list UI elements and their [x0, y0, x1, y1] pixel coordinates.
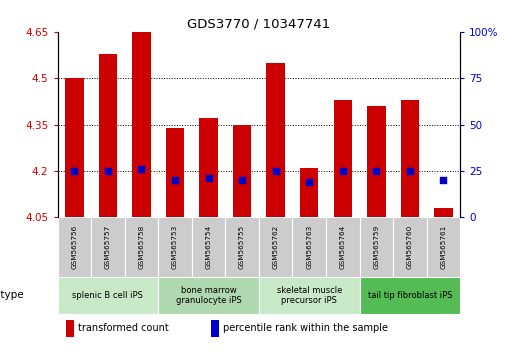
Text: transformed count: transformed count [78, 324, 168, 333]
Title: GDS3770 / 10347741: GDS3770 / 10347741 [187, 18, 331, 31]
Point [70, 168, 78, 174]
Text: GSM565761: GSM565761 [440, 225, 447, 269]
Text: GSM565756: GSM565756 [71, 225, 77, 269]
Bar [393, 217, 427, 277]
Bar [334, 100, 352, 217]
Bar [158, 217, 192, 277]
Text: cell type: cell type [0, 290, 24, 300]
Text: GSM565758: GSM565758 [139, 225, 144, 269]
Bar [360, 277, 460, 314]
Bar [158, 277, 259, 314]
Point [305, 179, 313, 185]
Text: GSM565762: GSM565762 [272, 225, 279, 269]
Bar [211, 320, 220, 337]
Text: percentile rank within the sample: percentile rank within the sample [223, 324, 388, 333]
Text: GSM565764: GSM565764 [340, 225, 346, 269]
Bar [292, 217, 326, 277]
Bar [65, 78, 84, 217]
Text: GSM565754: GSM565754 [206, 225, 211, 269]
Bar [166, 128, 184, 217]
Bar [259, 217, 292, 277]
Bar [259, 277, 360, 314]
Bar [65, 320, 74, 337]
Text: GSM565753: GSM565753 [172, 225, 178, 269]
Point [104, 168, 112, 174]
Bar [233, 125, 252, 217]
Bar [132, 32, 151, 217]
Text: GSM565760: GSM565760 [407, 225, 413, 269]
Bar [91, 217, 124, 277]
Bar [99, 53, 117, 217]
Point [204, 176, 213, 181]
Text: splenic B cell iPS: splenic B cell iPS [72, 291, 143, 300]
Point [171, 177, 179, 183]
Bar [300, 168, 319, 217]
Bar [199, 119, 218, 217]
Text: skeletal muscle
precursor iPS: skeletal muscle precursor iPS [277, 286, 342, 305]
Bar [401, 100, 419, 217]
Bar [225, 217, 259, 277]
Bar [434, 208, 453, 217]
Bar [266, 63, 285, 217]
Text: tail tip fibroblast iPS: tail tip fibroblast iPS [368, 291, 452, 300]
Text: bone marrow
granulocyte iPS: bone marrow granulocyte iPS [176, 286, 242, 305]
Text: GSM565757: GSM565757 [105, 225, 111, 269]
Point [271, 168, 280, 174]
Point [238, 177, 246, 183]
Point [338, 168, 347, 174]
Point [137, 166, 145, 172]
Bar [326, 217, 360, 277]
Bar [124, 217, 158, 277]
Text: GSM565755: GSM565755 [239, 225, 245, 269]
Bar [58, 217, 91, 277]
Point [406, 168, 414, 174]
Point [439, 177, 448, 183]
Point [372, 168, 381, 174]
Bar [58, 277, 158, 314]
Text: GSM565763: GSM565763 [306, 225, 312, 269]
Text: GSM565759: GSM565759 [373, 225, 379, 269]
Bar [427, 217, 460, 277]
Bar [192, 217, 225, 277]
Bar [360, 217, 393, 277]
Bar [367, 106, 385, 217]
